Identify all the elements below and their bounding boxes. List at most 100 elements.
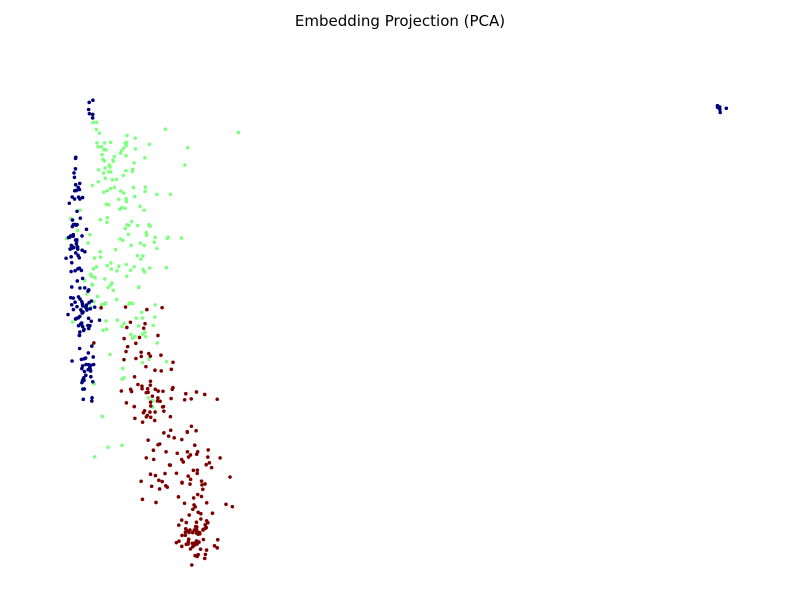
scatter-point (160, 479, 165, 484)
scatter-point (92, 305, 97, 309)
scatter-point (107, 169, 111, 174)
scatter-point (186, 542, 190, 546)
scatter-point (124, 197, 129, 201)
scatter-point (112, 154, 117, 159)
scatter-point (110, 178, 115, 182)
scatter-point (122, 357, 126, 362)
scatter-point (149, 484, 154, 489)
scatter-point (133, 146, 138, 151)
scatter-point (96, 179, 101, 184)
scatter-point (108, 186, 113, 191)
scatter-point (163, 471, 167, 476)
scatter-point (88, 306, 93, 311)
scatter-point (106, 285, 110, 290)
scatter-point (90, 116, 95, 120)
scatter-point (132, 404, 137, 409)
scatter-point (86, 367, 90, 372)
scatter-point (67, 201, 72, 206)
scatter-point (153, 410, 157, 414)
scatter-point (206, 448, 210, 452)
scatter-point (180, 533, 184, 538)
scatter-point (144, 364, 148, 369)
scatter-point (80, 248, 84, 252)
scatter-point (98, 255, 103, 259)
scatter-point (71, 233, 76, 237)
scatter-point (169, 367, 174, 372)
scatter-point (161, 389, 165, 394)
scatter-point (122, 321, 126, 326)
scatter-point (179, 518, 184, 522)
scatter-point (148, 400, 153, 404)
scatter-point (125, 133, 129, 138)
scatter-point (200, 483, 204, 487)
scatter-point (140, 386, 144, 391)
scatter-point (66, 312, 70, 317)
scatter-point (174, 540, 179, 545)
scatter-point (87, 100, 91, 105)
scatter-point (129, 332, 133, 337)
scatter-point (84, 227, 89, 232)
scatter-point (86, 107, 91, 112)
scatter-point (163, 127, 168, 132)
scatter-point (140, 497, 145, 502)
scatter-point (183, 530, 188, 535)
scatter-point (122, 146, 126, 150)
scatter-point (80, 276, 85, 281)
scatter-point (121, 238, 125, 243)
scatter-point (202, 556, 207, 561)
scatter-point (185, 450, 190, 454)
scatter-point (91, 120, 95, 125)
scatter-point (138, 204, 142, 209)
scatter-point (148, 472, 153, 477)
scatter-point (130, 167, 135, 172)
scatter-point (125, 223, 129, 227)
scatter-point (153, 235, 158, 240)
scatter-point (182, 501, 187, 506)
scatter-point (183, 163, 187, 167)
scatter-point (185, 429, 190, 434)
scatter-point (92, 455, 97, 459)
scatter-point (103, 302, 107, 306)
scatter-point (155, 399, 160, 403)
scatter-point (78, 216, 83, 220)
scatter-point (124, 154, 128, 158)
scatter-point (215, 546, 220, 550)
scatter-point (218, 456, 222, 460)
scatter-point (114, 297, 119, 302)
scatter-point (106, 445, 110, 450)
scatter-point (102, 141, 107, 145)
scatter-point (133, 334, 137, 339)
scatter-point (184, 391, 188, 396)
scatter-point (168, 192, 173, 197)
scatter-point (188, 547, 193, 551)
scatter-point (143, 185, 148, 190)
scatter-point (124, 262, 129, 267)
scatter-point (224, 502, 228, 507)
scatter-point (75, 228, 80, 233)
scatter-point (204, 462, 208, 467)
scatter-point (124, 401, 129, 405)
scatter-point (180, 480, 184, 485)
scatter-point (145, 307, 149, 312)
scatter-point (124, 349, 128, 354)
scatter-point (129, 243, 133, 248)
scatter-point (130, 301, 135, 306)
scatter-point (86, 241, 90, 245)
scatter-point (74, 238, 79, 242)
scatter-point (199, 479, 204, 483)
scatter-point (88, 232, 92, 237)
scatter-point (98, 249, 103, 254)
scatter-point (176, 495, 181, 499)
scatter-point (144, 415, 149, 419)
scatter-point (131, 185, 136, 190)
scatter-point (190, 544, 195, 549)
scatter-point (109, 283, 113, 287)
scatter-point (146, 390, 150, 395)
scatter-point (164, 449, 168, 454)
scatter-point (78, 314, 82, 319)
scatter-point (88, 363, 93, 368)
scatter-point (172, 436, 176, 440)
scatter-point (119, 389, 124, 393)
scatter-point (124, 274, 129, 279)
scatter-point (129, 219, 134, 224)
